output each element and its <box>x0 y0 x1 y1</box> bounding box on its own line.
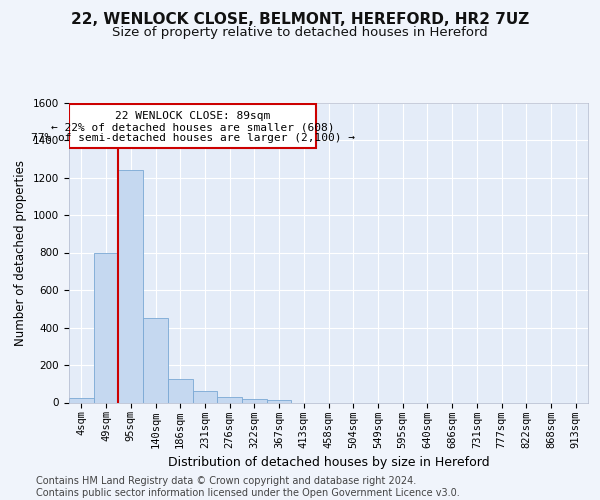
Bar <box>217 397 242 402</box>
Bar <box>242 399 267 402</box>
Text: 22 WENLOCK CLOSE: 89sqm: 22 WENLOCK CLOSE: 89sqm <box>115 111 270 121</box>
Bar <box>94 252 118 402</box>
Bar <box>69 398 94 402</box>
FancyBboxPatch shape <box>70 104 316 148</box>
Text: 77% of semi-detached houses are larger (2,100) →: 77% of semi-detached houses are larger (… <box>31 134 355 143</box>
Bar <box>193 391 217 402</box>
Bar <box>168 379 193 402</box>
Bar <box>267 400 292 402</box>
Bar <box>118 170 143 402</box>
Text: Contains public sector information licensed under the Open Government Licence v3: Contains public sector information licen… <box>36 488 460 498</box>
Text: Contains HM Land Registry data © Crown copyright and database right 2024.: Contains HM Land Registry data © Crown c… <box>36 476 416 486</box>
Bar <box>143 318 168 402</box>
Text: Size of property relative to detached houses in Hereford: Size of property relative to detached ho… <box>112 26 488 39</box>
Text: ← 22% of detached houses are smaller (608): ← 22% of detached houses are smaller (60… <box>51 122 334 132</box>
Text: 22, WENLOCK CLOSE, BELMONT, HEREFORD, HR2 7UZ: 22, WENLOCK CLOSE, BELMONT, HEREFORD, HR… <box>71 12 529 28</box>
X-axis label: Distribution of detached houses by size in Hereford: Distribution of detached houses by size … <box>167 456 490 469</box>
Y-axis label: Number of detached properties: Number of detached properties <box>14 160 28 346</box>
